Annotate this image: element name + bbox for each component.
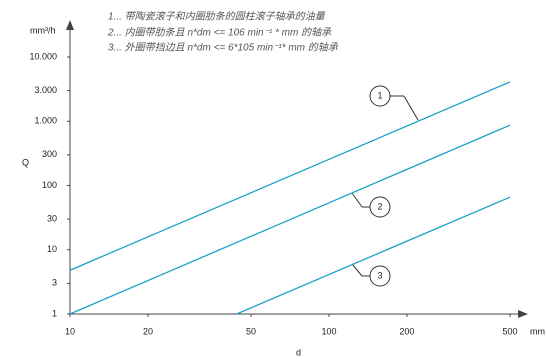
- note: 2... 内圈带肋条且 n*dm <= 106 min⁻¹ * mm 的轴承: [107, 27, 332, 39]
- x-tick-label: 200: [399, 326, 414, 336]
- x-tick-label: 500: [502, 326, 517, 336]
- y-tick-label: 1.000: [34, 116, 57, 126]
- y-tick-label: 3: [52, 278, 57, 288]
- x-tick-label: 100: [321, 326, 336, 336]
- series-badge: [369, 265, 391, 287]
- x-tick-label: 50: [246, 326, 256, 336]
- y-tick-label: 30: [47, 213, 57, 223]
- series-badge: [369, 85, 391, 107]
- note: 3... 外圈带挡边且 n*dm <= 6*105 min⁻¹* mm 的轴承: [108, 42, 339, 54]
- x-tick-label: 20: [143, 326, 153, 336]
- series-line: [69, 124, 511, 315]
- series-name: 2: [377, 201, 382, 211]
- leader: [403, 95, 419, 121]
- y-tick-label: 10.000: [29, 51, 57, 61]
- series-badge: [369, 196, 391, 218]
- series-name: 3: [377, 270, 382, 280]
- x-label: d: [296, 347, 301, 357]
- x-arrow: [518, 310, 528, 318]
- y-unit: mm³/h: [30, 25, 56, 35]
- x-tick-label: 10: [65, 326, 75, 336]
- y-tick-label: 1: [52, 308, 57, 318]
- series-line: [69, 81, 511, 271]
- leader: [351, 263, 363, 277]
- series-name: 1: [377, 90, 382, 100]
- leader: [351, 192, 363, 208]
- note: 1... 带陶瓷滚子和内圈肋条的圆柱滚子轴承的油量: [108, 11, 326, 23]
- x-unit: mm: [530, 326, 545, 336]
- y-tick-label: 3.000: [34, 85, 57, 95]
- y-tick-label: 100: [42, 180, 57, 190]
- y-tick-label: 10: [47, 244, 57, 254]
- series-line: [236, 196, 511, 315]
- y-label: Q: [22, 157, 29, 167]
- y-tick-label: 300: [42, 149, 57, 159]
- y-arrow: [66, 20, 74, 30]
